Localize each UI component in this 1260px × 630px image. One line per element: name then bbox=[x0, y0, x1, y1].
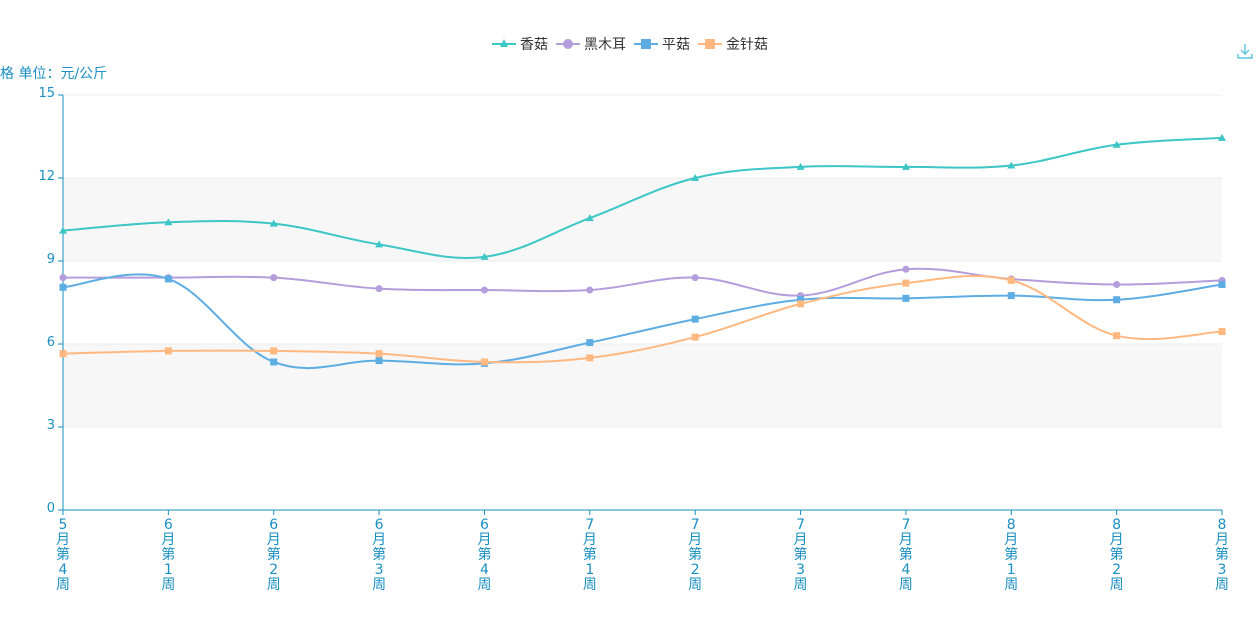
y-axis-label: 价格 单位：元/公斤 bbox=[0, 66, 108, 82]
data-point-1 bbox=[480, 286, 488, 294]
legend-label: 香菇 bbox=[520, 37, 548, 53]
legend-label: 金针菇 bbox=[726, 37, 768, 53]
data-point-0 bbox=[480, 252, 489, 260]
data-point-0 bbox=[1007, 161, 1016, 169]
data-point-1 bbox=[59, 274, 67, 282]
legend-swatch-icon bbox=[634, 39, 658, 49]
data-point-2 bbox=[164, 275, 172, 283]
data-point-0 bbox=[691, 174, 700, 181]
data-point-3 bbox=[797, 300, 805, 308]
y-tick-label: 15 bbox=[38, 86, 55, 101]
data-point-3 bbox=[375, 350, 383, 358]
series-line-1 bbox=[63, 267, 1223, 297]
data-point-2 bbox=[902, 294, 910, 302]
data-point-1 bbox=[586, 286, 594, 294]
data-point-2 bbox=[1113, 296, 1121, 304]
data-point-3 bbox=[586, 354, 594, 362]
data-point-2 bbox=[691, 315, 699, 323]
legend-item[interactable]: 黑木耳 bbox=[556, 34, 626, 54]
legend-item[interactable]: 金针菇 bbox=[698, 34, 768, 54]
data-point-1 bbox=[1113, 281, 1121, 289]
grid-band bbox=[63, 178, 1222, 261]
data-point-1 bbox=[270, 274, 278, 282]
legend-item[interactable]: 香菇 bbox=[492, 34, 548, 54]
series-line-3 bbox=[62, 274, 1223, 364]
legend-swatch-icon bbox=[556, 39, 580, 49]
y-tick-label: 0 bbox=[46, 501, 55, 516]
series-line-0 bbox=[62, 136, 1223, 259]
legend-swatch-icon bbox=[492, 39, 516, 47]
data-point-3 bbox=[902, 279, 910, 287]
download-icon[interactable] bbox=[1236, 42, 1254, 60]
y-tick-label: 3 bbox=[46, 418, 55, 433]
data-point-1 bbox=[691, 274, 699, 282]
data-point-3 bbox=[480, 358, 488, 366]
data-point-2 bbox=[1007, 292, 1015, 300]
data-point-0 bbox=[59, 226, 67, 234]
data-point-0 bbox=[269, 219, 278, 227]
data-point-3 bbox=[1218, 328, 1226, 336]
y-tick-label: 12 bbox=[38, 169, 55, 184]
data-point-0 bbox=[1218, 133, 1226, 141]
y-tick-label: 9 bbox=[46, 252, 55, 267]
legend-swatch-icon bbox=[698, 39, 722, 49]
grid-band bbox=[63, 344, 1222, 427]
data-point-1 bbox=[902, 265, 910, 273]
data-point-3 bbox=[270, 347, 278, 355]
data-point-0 bbox=[1112, 140, 1121, 148]
legend: 香菇 黑木耳 平菇 金针菇 bbox=[0, 34, 1260, 55]
data-point-3 bbox=[59, 350, 67, 358]
legend-label: 黑木耳 bbox=[584, 37, 626, 53]
data-point-2 bbox=[375, 357, 383, 365]
data-point-2 bbox=[1218, 281, 1226, 289]
legend-item[interactable]: 平菇 bbox=[634, 34, 690, 54]
data-point-0 bbox=[375, 240, 384, 248]
data-point-0 bbox=[796, 162, 805, 170]
data-point-2 bbox=[797, 296, 805, 304]
data-point-2 bbox=[59, 283, 67, 291]
data-point-0 bbox=[164, 218, 173, 226]
data-point-1 bbox=[375, 285, 383, 293]
data-point-3 bbox=[1007, 276, 1015, 284]
data-point-3 bbox=[164, 347, 172, 355]
data-point-3 bbox=[691, 333, 699, 341]
data-point-0 bbox=[585, 214, 594, 222]
data-point-0 bbox=[901, 162, 910, 170]
data-point-2 bbox=[270, 358, 278, 366]
legend-label: 平菇 bbox=[662, 37, 690, 53]
data-point-3 bbox=[1113, 332, 1121, 340]
data-point-2 bbox=[586, 339, 594, 347]
y-tick-label: 6 bbox=[46, 335, 55, 350]
